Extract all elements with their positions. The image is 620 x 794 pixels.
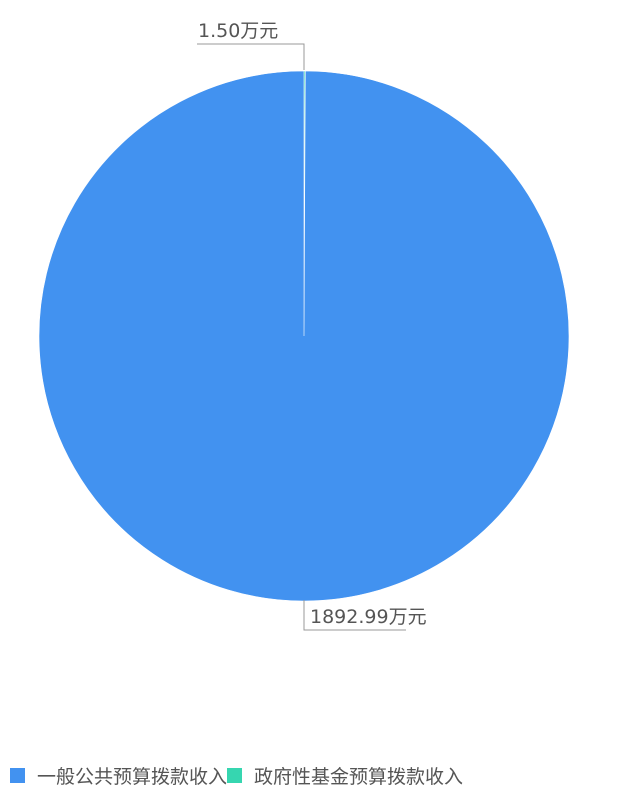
legend-label-general-public: 一般公共预算拨款收入 bbox=[37, 765, 228, 788]
legend-item-government-fund[interactable]: 政府性基金预算拨款收入 bbox=[227, 762, 463, 789]
pie-slices bbox=[38, 70, 570, 602]
legend-label-government-fund: 政府性基金预算拨款收入 bbox=[254, 765, 464, 788]
data-label-government-fund: 1.50万元 bbox=[198, 20, 278, 42]
legend: 一般公共预算拨款收入 政府性基金预算拨款收入 bbox=[10, 762, 463, 788]
legend-swatch-general-public bbox=[10, 767, 25, 783]
pie-slice-general-public[interactable] bbox=[38, 70, 570, 602]
legend-swatch-government-fund bbox=[227, 767, 243, 783]
data-label-general-public: 1892.99万元 bbox=[310, 606, 427, 628]
leader-line-government-fund bbox=[197, 43, 305, 70]
leader-line-general-public bbox=[303, 600, 406, 631]
legend-item-general-public[interactable]: 一般公共预算拨款收入 bbox=[10, 762, 227, 789]
